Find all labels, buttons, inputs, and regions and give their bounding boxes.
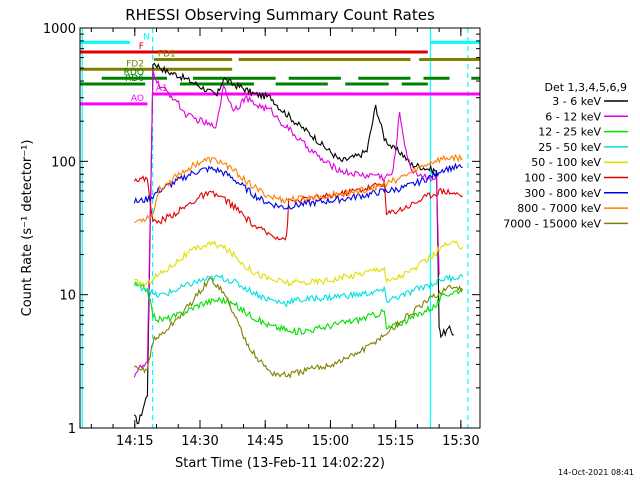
y-tick-label-10: 10	[59, 289, 76, 304]
legend-label-800-7000-kev: 800 - 7000 keV	[517, 202, 601, 215]
legend-label-6-12-kev: 6 - 12 keV	[545, 110, 601, 123]
y-tick-label-1: 1	[68, 422, 76, 437]
y-tick-label-1000: 1000	[43, 22, 76, 37]
x-tick-label-14-30: 14:30	[181, 434, 218, 449]
series-line-50-100-kev	[134, 240, 464, 289]
state-bar-label-fd1: FD1	[158, 50, 176, 60]
x-axis-label: Start Time (13-Feb-11 14:02:22)	[175, 456, 385, 471]
series-line-100-300-kev	[133, 175, 463, 241]
series-line-12-25-kev	[133, 280, 463, 336]
legend-label-100-300-kev: 100 - 300 keV	[524, 172, 601, 185]
axes-frame	[79, 27, 481, 429]
series-line-6-12-kev	[133, 69, 440, 378]
legend: Det 1,3,4,5,6,93 - 6 keV 6 - 12 keV 12 - 2…	[503, 81, 628, 230]
chart-title: RHESSI Observing Summary Count Rates	[125, 6, 435, 24]
legend-label-12-25-kev: 12 - 25 keV	[538, 126, 601, 139]
state-bar-label-rdo: RDO	[124, 68, 144, 78]
series-line-25-50-kev	[133, 273, 464, 308]
series-line-800-7000-kev	[134, 153, 463, 224]
y-tick-label-100: 100	[51, 155, 76, 170]
state-bar-label-fd2: FD2	[126, 59, 144, 69]
legend-label-25-50-kev: 25 - 50 keV	[538, 141, 601, 154]
state-bar-label-rd6: RD6	[125, 74, 144, 84]
legend-label-3-6-kev: 3 - 6 keV	[552, 95, 601, 108]
legend-title: Det 1,3,4,5,6,9	[544, 81, 627, 94]
state-bar-label-f: F	[139, 42, 144, 52]
x-tick-label-14-15: 14:15	[116, 434, 153, 449]
x-tick-label-15-15: 15:15	[377, 434, 414, 449]
series-line-3-6-kev	[133, 62, 454, 425]
legend-label-7000-15000-kev: 7000 - 15000 keV	[503, 217, 601, 230]
x-tick-label-15-00: 15:00	[312, 434, 349, 449]
state-bar-label-ao: AO	[131, 94, 144, 104]
series-line-300-800-kev	[133, 162, 463, 210]
state-bar-label-n: N	[143, 32, 150, 42]
legend-label-50-100-kev: 50 - 100 keV	[531, 156, 601, 169]
state-bar-label-a1: A1	[156, 84, 168, 94]
legend-label-300-800-kev: 300 - 800 keV	[524, 187, 601, 200]
x-tick-label-14-45: 14:45	[246, 434, 283, 449]
y-axis-label: Count Rate (s⁻¹ detector⁻¹)	[20, 140, 35, 317]
footer-timestamp: 14-Oct-2021 08:41	[558, 468, 634, 477]
x-tick-label-15-30: 15:30	[442, 434, 479, 449]
series-line-7000-15000-kev	[133, 277, 464, 379]
